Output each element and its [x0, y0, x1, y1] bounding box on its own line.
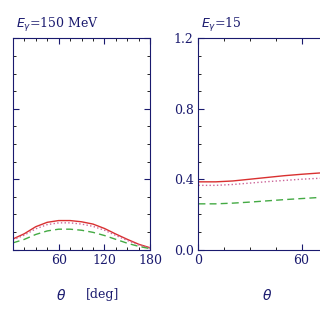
Text: $\theta$: $\theta$	[56, 288, 66, 303]
Text: $E_{\gamma}$=15: $E_{\gamma}$=15	[201, 16, 242, 34]
Text: [deg]: [deg]	[85, 288, 119, 300]
Text: $\theta$: $\theta$	[262, 288, 272, 303]
Text: $E_{\gamma}$=150 MeV: $E_{\gamma}$=150 MeV	[16, 16, 99, 34]
